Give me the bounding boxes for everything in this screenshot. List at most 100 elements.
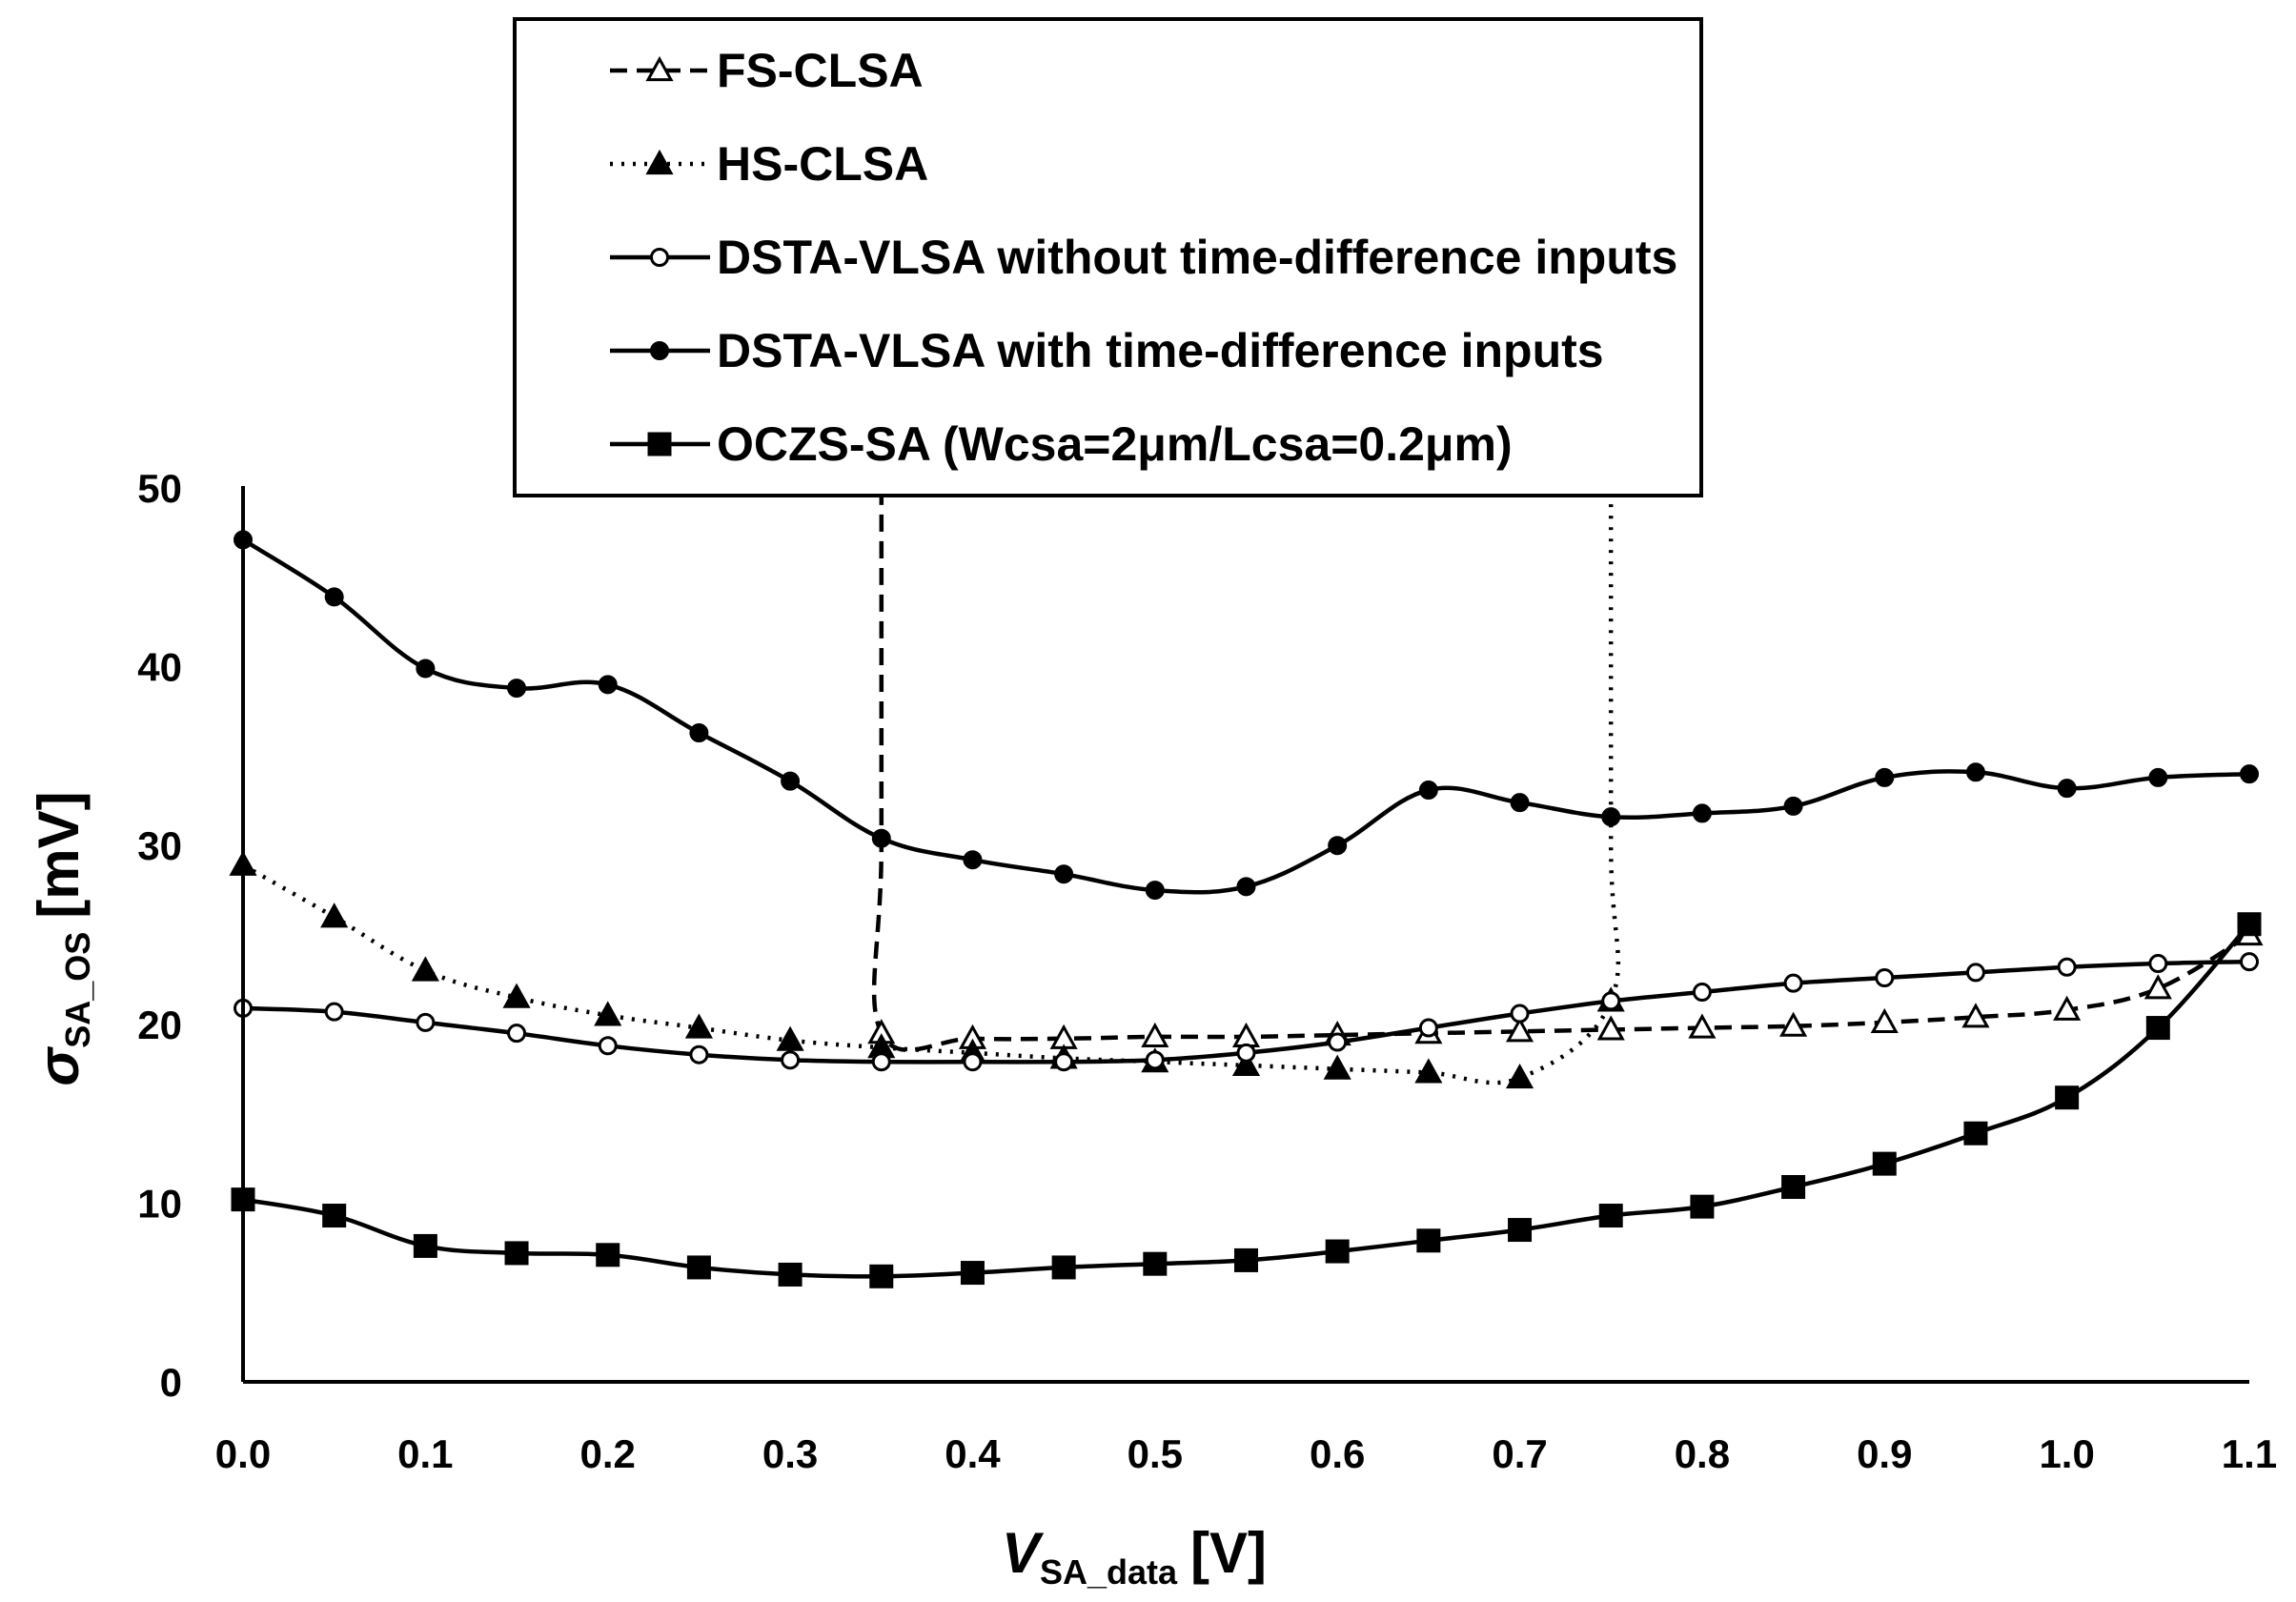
data-point-3-4 [598, 675, 618, 695]
data-point-3-12 [1328, 836, 1348, 856]
axes: 0.0 0.1 0.2 0.3 0.4 0.5 0.6 0.7 0.8 0.9 1.0 1.1 0 10 2… [27, 466, 2277, 1592]
data-point-3-17 [1783, 796, 1803, 816]
legend-swatch-marker [645, 55, 674, 82]
series-0 [867, 488, 2264, 1052]
data-point-4-18 [1872, 1151, 1897, 1176]
legend-item: DSTA-VLSA without time-difference inputs [610, 231, 1677, 284]
x-tick-label: 1.1 [2222, 1431, 2277, 1476]
data-point-3-9 [1054, 864, 1074, 884]
data-point-2-13 [1418, 1018, 1438, 1038]
series-4 [231, 912, 2262, 1288]
data-point-1-14 [1505, 1063, 1534, 1089]
series-3 [234, 530, 2259, 901]
legend-swatch-marker [650, 341, 669, 360]
data-point-0-13 [1870, 1007, 1899, 1034]
y-tick-label: 50 [137, 466, 182, 511]
data-point-2-10 [1145, 1050, 1165, 1070]
data-point-0-5 [1141, 1022, 1169, 1048]
legend-label: FS-CLSA [717, 44, 924, 97]
legend-label: DSTA-VLSA with time-difference inputs [717, 324, 1604, 377]
x-tick-label: 1.0 [2039, 1431, 2094, 1476]
data-point-4-16 [1690, 1194, 1715, 1219]
legend-swatch-marker [650, 248, 669, 267]
data-point-3-16 [1692, 803, 1712, 823]
data-point-3-2 [416, 659, 436, 679]
data-point-2-20 [2057, 957, 2077, 977]
plot-lines [229, 488, 2264, 1288]
series-line-0 [871, 488, 2251, 1052]
data-point-4-4 [596, 1243, 620, 1267]
y-tick-label: 10 [137, 1181, 182, 1226]
data-point-2-11 [1236, 1043, 1256, 1063]
legend-item: DSTA-VLSA with time-difference inputs [610, 324, 1604, 377]
legend-label: HS-CLSA [717, 137, 928, 191]
x-tick-label: 0.0 [215, 1431, 271, 1476]
x-tick-label: 0.1 [397, 1431, 453, 1476]
data-point-0-16 [2144, 974, 2172, 1000]
legend-label: DSTA-VLSA without time-difference inputs [717, 231, 1677, 284]
data-point-1-11 [1231, 1050, 1261, 1077]
series-line-3 [241, 537, 2250, 895]
data-point-0-14 [1961, 1003, 1990, 1028]
data-point-4-14 [1508, 1218, 1533, 1243]
data-point-3-7 [871, 828, 891, 848]
y-axis-label: σSA_OS[mV] [27, 791, 97, 1085]
data-point-3-11 [1236, 877, 1256, 897]
data-point-2-16 [1692, 983, 1712, 1003]
data-point-2-4 [598, 1036, 618, 1056]
data-point-3-3 [507, 679, 527, 699]
series-2 [234, 952, 2259, 1072]
data-point-2-5 [689, 1044, 709, 1065]
x-tick-label: 0.7 [1492, 1431, 1547, 1476]
data-point-1-5 [684, 1013, 713, 1039]
data-point-4-13 [1416, 1228, 1441, 1253]
data-point-4-22 [2237, 912, 2262, 937]
data-point-2-17 [1783, 973, 1803, 993]
data-point-2-8 [963, 1052, 983, 1072]
legend-item: HS-CLSA [610, 137, 928, 191]
data-point-3-22 [2240, 764, 2259, 784]
data-point-4-17 [1781, 1175, 1806, 1200]
data-point-4-7 [869, 1264, 894, 1288]
data-point-2-6 [781, 1050, 801, 1070]
data-point-3-19 [1965, 762, 1985, 782]
y-tick-label: 20 [137, 1003, 182, 1047]
data-point-2-15 [1601, 991, 1621, 1011]
data-point-2-2 [416, 1012, 436, 1032]
data-point-3-20 [2057, 779, 2077, 799]
x-tick-label: 0.9 [1857, 1431, 1912, 1476]
data-point-3-10 [1145, 881, 1165, 901]
x-axis-label: VSA_data [V] [1002, 1521, 1267, 1592]
data-point-4-11 [1234, 1247, 1258, 1272]
data-point-4-2 [413, 1233, 437, 1258]
data-point-1-6 [776, 1025, 804, 1051]
legend-label: OCZS-SA (Wcsa=2μm/Lcsa=0.2μm) [717, 417, 1513, 471]
data-point-4-10 [1143, 1251, 1168, 1276]
data-point-2-1 [324, 1002, 344, 1022]
data-point-2-12 [1328, 1032, 1348, 1052]
data-point-4-6 [778, 1262, 803, 1287]
y-tick-label: 40 [137, 645, 182, 690]
data-point-4-8 [960, 1261, 985, 1286]
data-point-4-15 [1598, 1204, 1623, 1228]
legend-box [513, 17, 1703, 497]
data-point-0-10 [1596, 1015, 1625, 1041]
series-line-4 [242, 923, 2251, 1279]
y-tick-label: 0 [160, 1360, 182, 1405]
data-point-3-13 [1418, 781, 1438, 801]
data-point-2-9 [1054, 1052, 1074, 1072]
data-point-4-19 [1963, 1121, 1988, 1146]
series-line-1 [241, 488, 1621, 1085]
data-point-0-15 [2053, 995, 2082, 1021]
legend-swatch-marker [647, 432, 672, 456]
data-point-1-4 [594, 1001, 622, 1026]
x-tick-label: 0.6 [1310, 1431, 1365, 1476]
legend: FS-CLSA HS-CLSA DSTA-VLSA without time-dif… [513, 17, 1703, 497]
data-point-1-2 [411, 956, 439, 982]
data-point-0-12 [1779, 1011, 1808, 1037]
legend-swatch-marker [645, 149, 674, 175]
x-tick-label: 0.2 [580, 1431, 636, 1476]
data-point-3-14 [1510, 793, 1530, 813]
x-tick-label: 0.4 [945, 1431, 1001, 1476]
